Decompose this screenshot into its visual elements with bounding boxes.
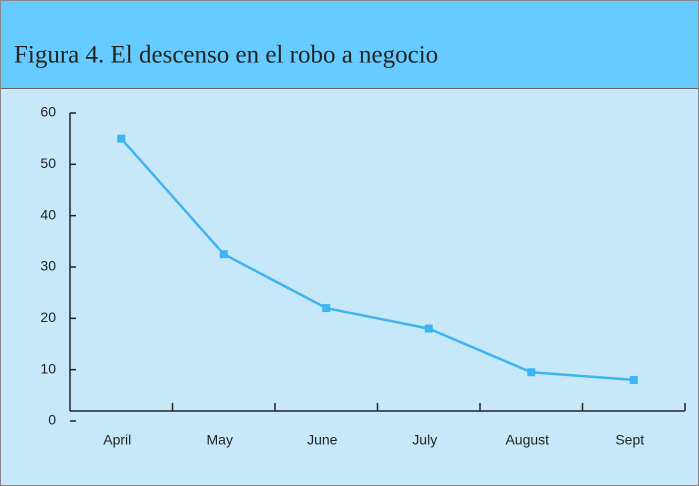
y-tick-label: 50 [40, 155, 56, 171]
y-tick-label: 60 [40, 104, 56, 120]
x-tick-label: July [412, 432, 437, 448]
chart-title: Figura 4. El descenso en el robo a negoc… [14, 42, 438, 69]
x-tick-label: August [505, 432, 549, 448]
point [527, 368, 536, 377]
x-tick-label: Sept [615, 432, 644, 448]
title-bar [0, 0, 699, 89]
line [120, 137, 634, 382]
point [424, 324, 433, 333]
y-tick-label: 10 [40, 360, 56, 376]
y-tick-label: 0 [48, 412, 56, 428]
x-tick-label: May [207, 432, 233, 448]
x-tick-label: June [307, 432, 338, 448]
x-tick-label: April [103, 432, 131, 448]
y-tick-label: 30 [40, 258, 56, 274]
point [322, 304, 331, 313]
point [629, 375, 638, 384]
point [117, 134, 126, 143]
point [219, 250, 228, 259]
y-tick-label: 40 [40, 206, 56, 222]
y-tick-label: 20 [40, 309, 56, 325]
